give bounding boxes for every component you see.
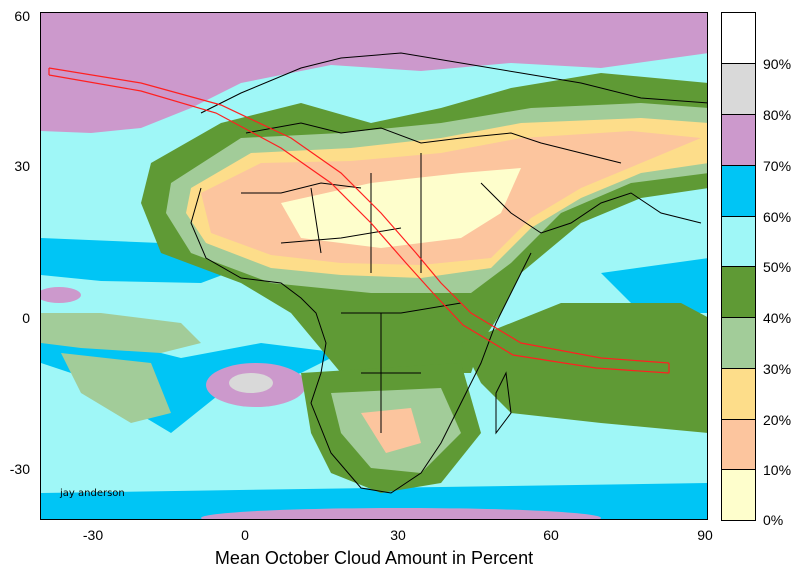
legend-label: 80% [763, 107, 792, 123]
legend-label: 30% [763, 361, 792, 377]
cloud-light-green-atlantic [41, 313, 201, 353]
cloud-band-indian-east [601, 258, 707, 313]
legend-label: 60% [763, 209, 792, 225]
x-tick-label: 0 [241, 527, 249, 543]
map-caption: Mean October Cloud Amount in Percent [214, 548, 534, 568]
x-tick-label: 60 [543, 527, 559, 543]
cloud-map-svg [41, 13, 707, 519]
legend-swatch-20 [722, 369, 755, 420]
legend-swatch-50 [722, 217, 755, 267]
cloud-oval-atlantic-core [229, 373, 273, 393]
legend-label: 50% [763, 259, 792, 275]
x-tick-label: 90 [697, 527, 713, 543]
y-tick-label: 30 [14, 158, 30, 174]
cloud-band-atlantic-north [41, 238, 241, 283]
legend-label: 70% [763, 158, 792, 174]
cloud-oval-west [41, 287, 81, 303]
cloud-band-far-south [201, 508, 601, 519]
eclipse-track [48, 67, 670, 374]
legend-label: 0% [763, 512, 784, 528]
eclipse-track-north-edge [48, 67, 670, 364]
legend-swatch-0 [722, 470, 755, 520]
cloud-band-south [41, 483, 707, 519]
legend-swatch-80 [722, 64, 755, 115]
legend [721, 12, 756, 521]
cloud-map [40, 12, 708, 520]
legend-swatch-10 [722, 420, 755, 470]
legend-swatch-90 [722, 13, 755, 64]
legend-label: 40% [763, 310, 792, 326]
coastline-madagascar [495, 371, 512, 435]
cloud-band-north [41, 13, 707, 133]
coastline-africa-west [190, 187, 532, 494]
y-tick-label: -30 [9, 461, 30, 477]
cloud-clear-zone [281, 168, 521, 248]
eclipse-track-south-edge [48, 74, 670, 374]
legend-label: 20% [763, 412, 792, 428]
coastlines [190, 52, 707, 494]
y-tick-label: 60 [14, 8, 30, 24]
legend-swatch-40 [722, 267, 755, 318]
x-tick-label: -30 [82, 527, 104, 543]
coastline-arabia [480, 182, 702, 234]
x-tick-label: 30 [390, 527, 406, 543]
legend-swatch-70 [722, 115, 755, 166]
cloud-orange-kalahari [361, 408, 421, 453]
eclipse-track-ends [48, 68, 670, 373]
cloud-light-green-south [61, 353, 171, 423]
coastline-north [200, 52, 707, 114]
legend-label: 10% [763, 462, 792, 478]
y-tick-label: 0 [22, 310, 30, 326]
legend-swatch-30 [722, 318, 755, 369]
legend-swatch-60 [722, 166, 755, 217]
author-credit: jay anderson [60, 488, 125, 499]
legend-label: 90% [763, 56, 792, 72]
cloud-green-indian [461, 303, 707, 433]
coastline-mediterranean [245, 122, 622, 164]
